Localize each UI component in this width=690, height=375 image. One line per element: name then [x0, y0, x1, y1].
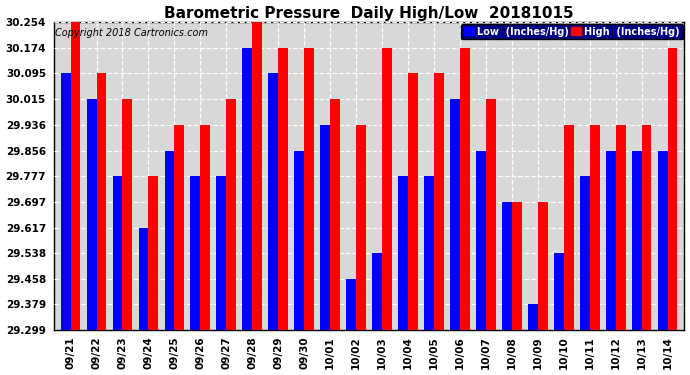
Bar [580, 176, 590, 330]
Bar [476, 150, 486, 330]
Bar [564, 125, 573, 330]
Bar [632, 150, 642, 330]
Bar [346, 279, 356, 330]
Bar [148, 176, 158, 330]
Title: Barometric Pressure  Daily High/Low  20181015: Barometric Pressure Daily High/Low 20181… [164, 6, 574, 21]
Bar [606, 150, 615, 330]
Bar [642, 125, 651, 330]
Bar [658, 150, 667, 330]
Bar [242, 48, 253, 330]
Bar [554, 253, 564, 330]
Bar [372, 253, 382, 330]
Bar [164, 150, 175, 330]
Bar [424, 176, 434, 330]
Bar [528, 304, 538, 330]
Bar [70, 22, 81, 330]
Bar [667, 48, 678, 330]
Bar [268, 74, 278, 330]
Bar [217, 176, 226, 330]
Bar [320, 125, 330, 330]
Bar [486, 99, 495, 330]
Bar [450, 99, 460, 330]
Bar [123, 99, 132, 330]
Bar [97, 74, 106, 330]
Bar [590, 125, 600, 330]
Bar [87, 99, 97, 330]
Bar [61, 74, 70, 330]
Bar [190, 176, 200, 330]
Bar [253, 22, 262, 330]
Bar [295, 150, 304, 330]
Bar [512, 202, 522, 330]
Bar [434, 74, 444, 330]
Bar [278, 48, 288, 330]
Bar [200, 125, 210, 330]
Bar [356, 125, 366, 330]
Text: Copyright 2018 Cartronics.com: Copyright 2018 Cartronics.com [55, 28, 208, 38]
Bar [304, 48, 314, 330]
Legend: Low  (Inches/Hg), High  (Inches/Hg): Low (Inches/Hg), High (Inches/Hg) [461, 24, 682, 39]
Bar [226, 99, 236, 330]
Bar [538, 202, 548, 330]
Bar [112, 176, 123, 330]
Bar [502, 202, 512, 330]
Bar [139, 228, 148, 330]
Bar [408, 74, 418, 330]
Bar [398, 176, 408, 330]
Bar [382, 48, 392, 330]
Bar [330, 99, 340, 330]
Bar [175, 125, 184, 330]
Bar [615, 125, 626, 330]
Bar [460, 48, 470, 330]
